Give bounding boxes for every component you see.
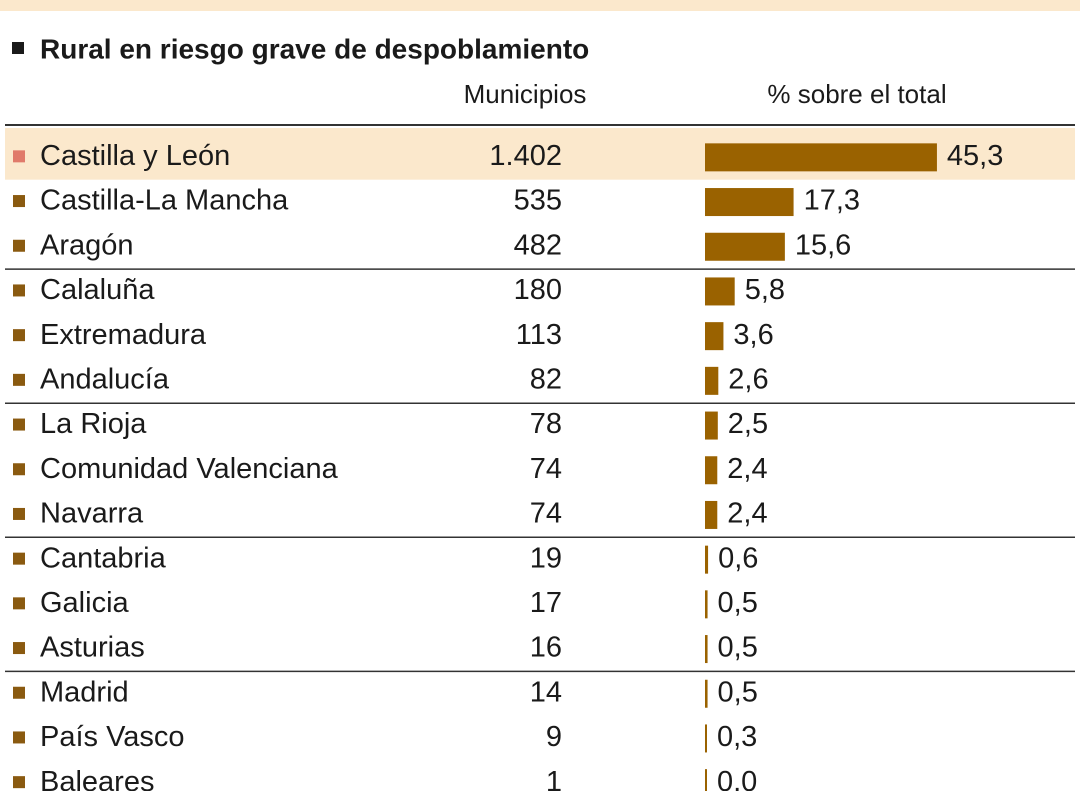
row-label: Castilla-La Mancha (40, 185, 289, 217)
bar (705, 456, 718, 485)
row-bullet (13, 463, 25, 476)
municipios-cell: 14 (530, 676, 562, 708)
row-bullet (13, 597, 25, 610)
row-label: Navarra (40, 498, 144, 530)
municipios-cell: 19 (530, 542, 562, 574)
row-label: Andalucía (40, 364, 170, 396)
row-label: Asturias (40, 632, 145, 664)
municipios-cell: 74 (530, 498, 562, 530)
municipios-cell: 78 (530, 408, 562, 440)
bar (705, 322, 724, 351)
municipios-cell: 1.402 (489, 140, 562, 172)
row-label: La Rioja (40, 408, 147, 440)
value-label: 5,8 (745, 274, 785, 306)
value-label: 2,5 (728, 408, 768, 440)
value-label: 0,5 (718, 587, 758, 619)
row-bullet (13, 239, 25, 252)
row-bullet (13, 642, 25, 655)
row-bullet (13, 329, 25, 342)
row-label: Galicia (40, 587, 130, 619)
municipios-cell: 1 (546, 766, 562, 791)
municipios-cell: 482 (514, 229, 562, 261)
row-label: Baleares (40, 766, 154, 791)
value-label: 15,6 (795, 229, 851, 261)
bar (705, 411, 718, 440)
bar (705, 500, 718, 529)
row-bullet (13, 150, 25, 163)
bar (705, 679, 708, 708)
municipios-cell: 17 (530, 587, 562, 619)
municipios-cell: 9 (546, 721, 562, 753)
row-label: Extremadura (40, 319, 207, 351)
municipios-cell: 113 (516, 319, 562, 351)
value-label: 17,3 (804, 185, 860, 217)
bar (705, 188, 794, 217)
row-bullet (13, 373, 25, 386)
bar (705, 545, 709, 574)
bar (705, 143, 937, 172)
row-label: Cantabria (40, 542, 167, 574)
municipios-cell: 535 (514, 185, 562, 217)
row-label: Madrid (40, 676, 129, 708)
row-bullet (13, 284, 25, 297)
row-label: Aragón (40, 229, 134, 261)
chart-title: Rural en riesgo grave de despoblamiento (40, 33, 589, 64)
column-header: Municipios (464, 79, 587, 109)
value-label: 0,5 (718, 632, 758, 664)
municipios-cell: 180 (514, 274, 562, 306)
value-label: 2,6 (728, 364, 768, 396)
row-bullet (13, 552, 25, 565)
value-label: 2,4 (727, 498, 767, 530)
row-label: Castilla y León (40, 140, 230, 172)
value-label: 0,6 (718, 542, 758, 574)
row-bullet (13, 195, 25, 208)
row-bullet (13, 686, 25, 699)
bar (705, 232, 785, 261)
value-label: 0,3 (717, 721, 757, 753)
municipios-cell: 74 (530, 453, 562, 485)
row-bullet (13, 731, 25, 744)
bar (705, 769, 707, 791)
bar (705, 366, 719, 395)
value-label: 2,4 (727, 453, 767, 485)
bar (705, 590, 708, 619)
row-label: País Vasco (40, 721, 185, 753)
bar (705, 724, 707, 753)
municipios-cell: 16 (530, 632, 562, 664)
column-header: % sobre el total (767, 79, 946, 109)
bar (705, 277, 735, 306)
value-label: 3,6 (733, 319, 773, 351)
municipios-cell: 82 (530, 364, 562, 396)
value-label: 0,5 (718, 676, 758, 708)
title-bullet (12, 42, 24, 54)
row-bullet (13, 776, 25, 789)
row-label: Comunidad Valenciana (40, 453, 339, 485)
top-strip (0, 0, 1080, 11)
value-label: 45,3 (947, 140, 1003, 172)
row-label: Calaluña (40, 274, 155, 306)
row-bullet (13, 418, 25, 431)
row-bullet (13, 507, 25, 520)
bar (705, 635, 708, 664)
value-label: 0,0 (717, 766, 757, 791)
